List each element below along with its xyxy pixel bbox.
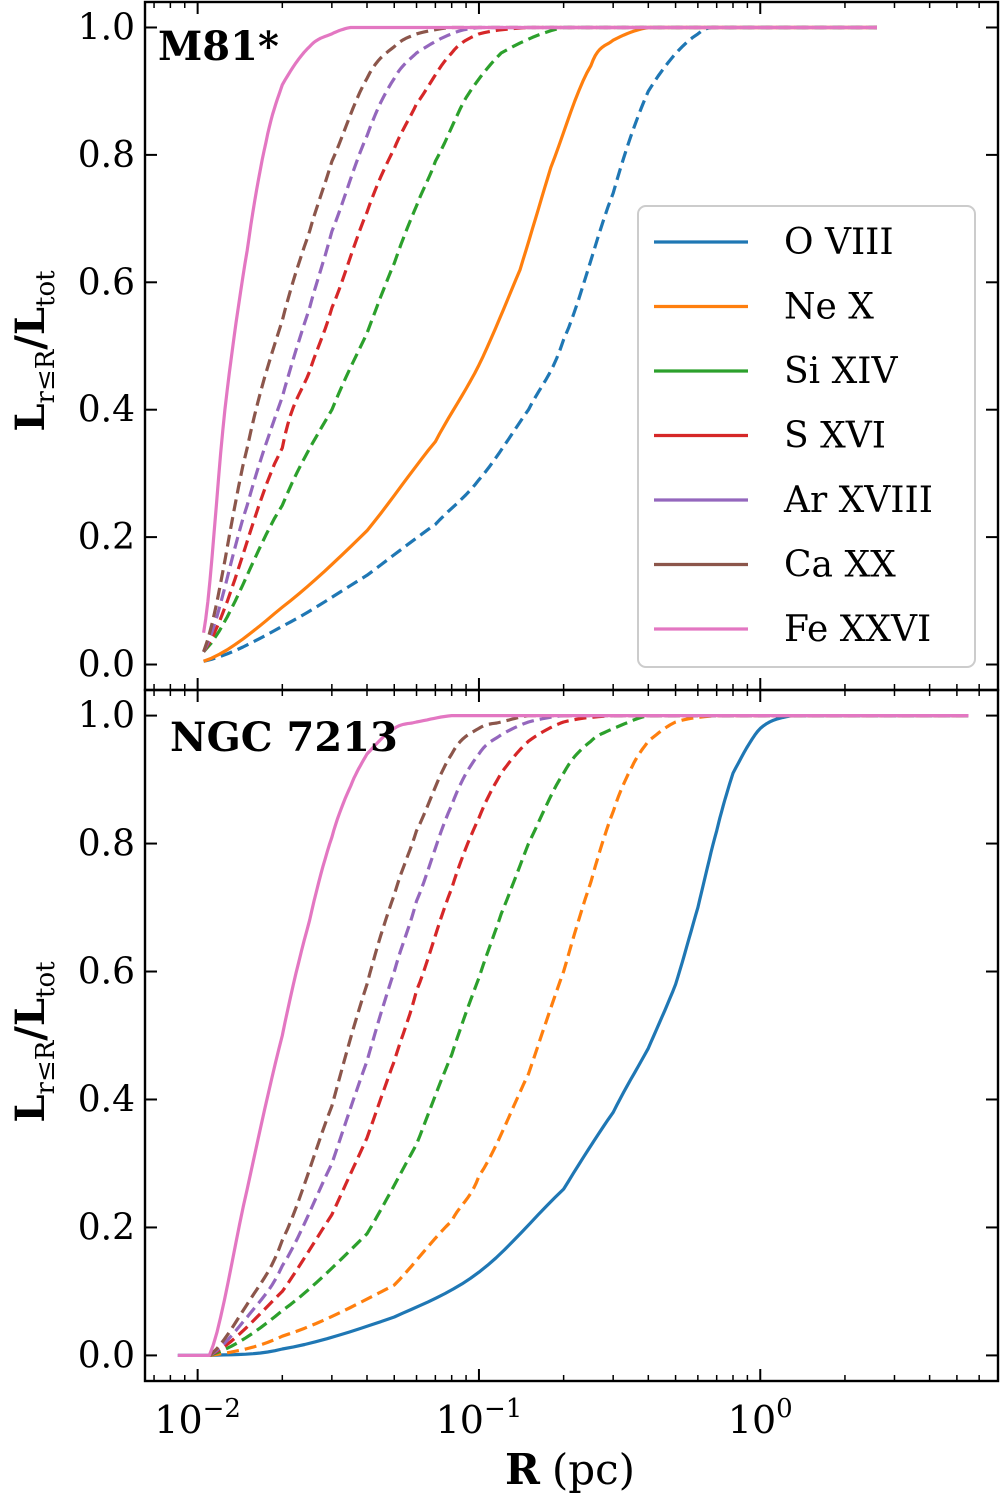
legend-label-si-xiv: Si XIV: [784, 351, 898, 392]
series-line-fe-xxvi: [202, 25, 877, 633]
legend-label-fe-xxvi: Fe XXVI: [784, 609, 931, 650]
series-line-ar-xviii: [202, 25, 877, 653]
y-label-sub: r≤R: [31, 1039, 61, 1094]
axes-frame: [143, 688, 1000, 1383]
y-tick-label: 0.2: [78, 517, 135, 558]
legend-frame: [637, 205, 976, 668]
series-line-o-viii: [177, 714, 969, 1357]
x-label-main: R: [505, 1445, 541, 1494]
series-layer: [177, 714, 969, 1357]
panel-title: NGC 7213: [170, 714, 398, 761]
x-tick-labels: 10−2 10−1 100: [154, 1394, 792, 1442]
legend-label-s-xvi: S XVI: [784, 416, 886, 457]
y-label-main: L: [7, 1094, 54, 1122]
panel-m81: 0.0 0.2 0.4 0.6 0.8 1.0 M81* O VIII Ne X Si XIV…: [78, 0, 1000, 692]
y-label-den-sub: tot: [31, 270, 61, 307]
y-tick-label: 0.8: [78, 135, 135, 176]
y-label-den: L: [7, 307, 54, 335]
y-tick-label: 1.0: [78, 7, 135, 48]
legend: O VIII Ne X Si XIV S XVI Ar XVIII Ca XX Fe XXV…: [637, 205, 976, 668]
x-label-unit: (pc): [552, 1445, 635, 1494]
y-tick-label: 1.0: [78, 696, 135, 737]
x-tick-label: 100: [728, 1394, 793, 1442]
y-tick-label: 0.6: [78, 262, 135, 303]
y-label-main: L: [7, 403, 54, 431]
series-line-ne-x: [209, 714, 969, 1357]
series-line-s-xvi: [208, 714, 969, 1357]
panel-title: M81*: [158, 23, 279, 70]
panel-ngc7213: 0.0 0.2 0.4 0.6 0.8 1.0 NGC 7213: [78, 688, 1000, 1383]
y-tick-label: 0.6: [78, 952, 135, 993]
y-tick-label: 0.0: [78, 645, 135, 686]
axes-layer: 0.0 0.2 0.4 0.6 0.8 1.0: [78, 688, 1000, 1383]
axes-layer: 0.0 0.2 0.4 0.6 0.8 1.0: [78, 0, 1000, 692]
y-axis-label-top: Lr≤R/Ltot: [7, 270, 61, 432]
y-tick-label: 0.0: [78, 1335, 135, 1376]
legend-label-o-viii: O VIII: [784, 222, 894, 263]
y-tick-label: 0.4: [78, 390, 135, 431]
series-line-fe-xxvi: [177, 714, 969, 1357]
y-tick-label: 0.4: [78, 1079, 135, 1120]
y-label-den-sub: tot: [31, 961, 61, 998]
y-tick-label: 0.2: [78, 1207, 135, 1248]
x-tick-label: 10−2: [154, 1394, 241, 1442]
y-label-slash: /: [7, 1026, 54, 1041]
y-label-slash: /: [7, 335, 54, 350]
legend-label-ar-xviii: Ar XVIII: [783, 480, 933, 521]
y-tick-label: 0.8: [78, 824, 135, 865]
y-axis-label-bottom: Lr≤R/Ltot: [7, 961, 61, 1123]
legend-label-ne-x: Ne X: [784, 287, 874, 328]
x-tick-label: 10−1: [436, 1394, 523, 1442]
x-axis-label: R (pc): [505, 1445, 635, 1494]
series-line-ar-xviii: [208, 714, 969, 1357]
legend-label-ca-xx: Ca XX: [784, 545, 896, 586]
y-label-sub: r≤R: [31, 348, 61, 403]
y-label-den: L: [7, 998, 54, 1026]
series-layer: [202, 25, 877, 663]
